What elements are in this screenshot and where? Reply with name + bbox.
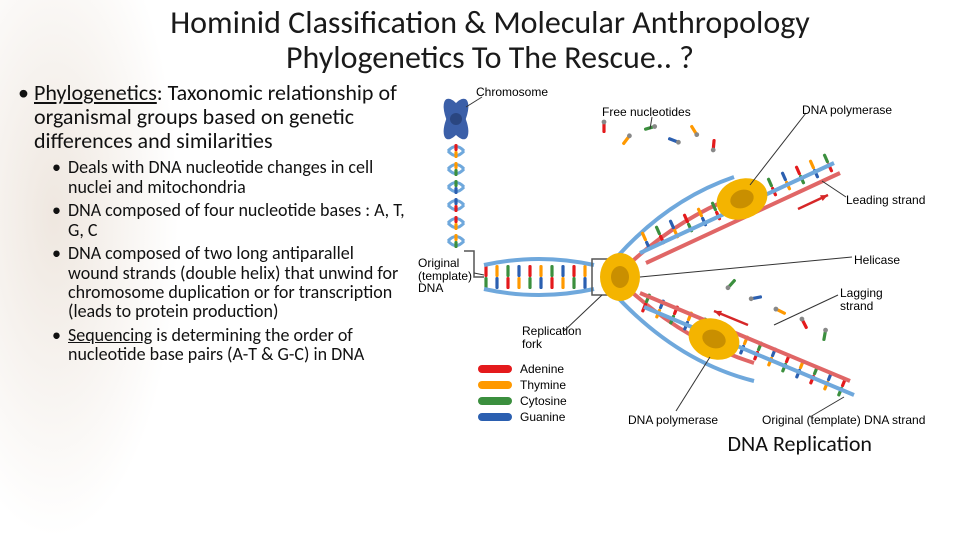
label-leading-strand: Leading strand [846,193,925,207]
slide: Hominid Classification & Molecular Anthr… [0,0,960,540]
title-line-2: Phylogenetics To The Rescue.. ? [286,38,694,77]
legend-row: Cytosine [478,393,567,409]
diagram-caption: DNA Replication [728,430,872,457]
text-column: Phylogenetics: Taxonomic relationship of… [18,81,408,461]
legend-row: Guanine [478,409,567,425]
legend-label: Guanine [520,410,565,424]
legend-row: Adenine [478,361,567,377]
diagram-column: Chromosome Free nucleotides DNA polymera… [414,81,942,461]
legend-swatch-adenine [478,365,512,373]
sub-bullet: DNA composed of two long antiparallel wo… [68,244,408,322]
label-chromosome: Chromosome [476,85,548,99]
sub-bullet-sequencing: Sequencing is determining the order of n… [68,326,408,365]
label-original-template: Original (template) DNA [418,257,476,295]
sub-bullet: Deals with DNA nucleotide changes in cel… [68,158,408,197]
title-line-1: Hominid Classification & Molecular Anthr… [170,3,810,42]
content-row: Phylogenetics: Taxonomic relationship of… [18,81,942,461]
label-dna-polymerase-top: DNA polymerase [802,103,892,117]
legend-label: Thymine [520,378,566,392]
legend-swatch-thymine [478,381,512,389]
legend-swatch-cytosine [478,397,512,405]
label-helicase: Helicase [854,253,900,267]
label-lagging-strand: Lagging strand [840,287,896,312]
bullet-main: Phylogenetics: Taxonomic relationship of… [34,81,408,365]
slide-title: Hominid Classification & Molecular Anthr… [68,6,912,75]
label-original-strand-bot: Original (template) DNA strand [762,413,925,427]
legend-row: Thymine [478,377,567,393]
sub-bullet: DNA composed of four nucleotide bases : … [68,201,408,240]
label-replication-fork: Replication fork [522,325,592,350]
legend-label: Adenine [520,362,564,376]
dna-replication-diagram: Chromosome Free nucleotides DNA polymera… [414,81,934,461]
label-free-nucleotides: Free nucleotides [602,105,691,119]
legend-swatch-guanine [478,413,512,421]
legend-label: Cytosine [520,394,567,408]
nucleotide-legend: Adenine Thymine Cytosine Guanine [478,361,567,425]
label-dna-polymerase-bot: DNA polymerase [628,413,718,427]
